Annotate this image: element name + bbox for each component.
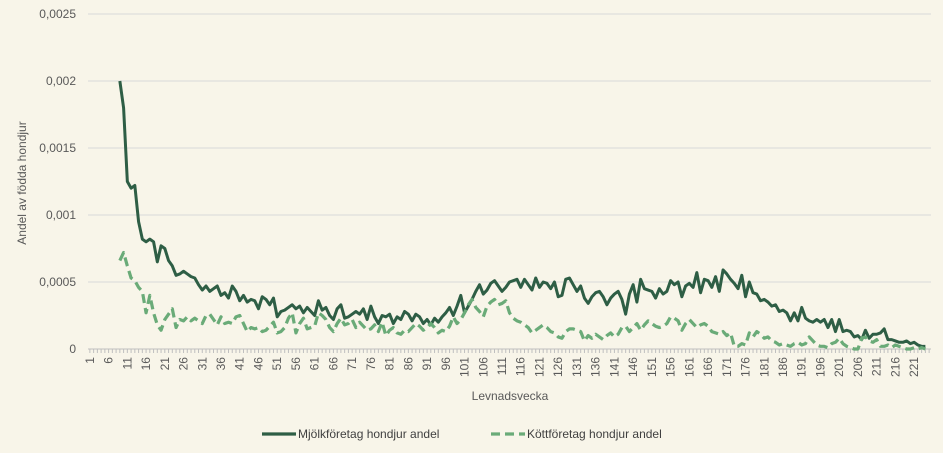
series-line-2 [118, 250, 926, 351]
y-tick-label: 0,0015 [39, 141, 76, 155]
x-tick-label: 171 [720, 357, 734, 377]
y-tick-label: 0,001 [46, 208, 76, 222]
x-tick-label: 126 [551, 357, 565, 377]
series-line-1 [118, 80, 926, 348]
x-tick-label: 111 [495, 357, 509, 376]
x-tick-label: 31 [195, 357, 209, 371]
y-tick-label: 0,0005 [39, 275, 76, 289]
x-tick-label: 201 [832, 357, 846, 377]
x-tick-label: 211 [870, 357, 884, 376]
legend: Mjölkföretag hondjur andel Köttföretag ho… [262, 427, 662, 441]
y-axis-title: Andel av födda hondjur [15, 121, 29, 244]
x-tick-label: 36 [214, 357, 228, 371]
x-tick-label: 91 [420, 357, 434, 371]
x-tick-label: 181 [757, 357, 771, 377]
x-tick-label: 61 [308, 357, 322, 371]
x-tick-label: 106 [476, 357, 490, 377]
x-tick-label: 66 [326, 357, 340, 371]
x-tick-label: 116 [514, 357, 528, 376]
x-tick-label: 86 [401, 357, 415, 371]
x-tick-label: 131 [570, 357, 584, 377]
x-tick-label: 166 [701, 357, 715, 377]
x-tick-label: 96 [439, 357, 453, 371]
x-tick-label: 161 [682, 357, 696, 377]
x-tick-label: 136 [589, 357, 603, 377]
x-tick-label: 6 [102, 357, 116, 364]
series-lines [118, 80, 926, 351]
x-tick-label: 46 [251, 357, 265, 371]
x-tick-label: 56 [289, 357, 303, 371]
x-tick-label: 76 [364, 357, 378, 371]
gridlines [88, 13, 931, 283]
x-tick-label: 16 [139, 357, 153, 371]
y-tick-label: 0,002 [46, 74, 76, 88]
legend-label-1: Mjölkföretag hondjur andel [298, 427, 439, 441]
legend-label-2: Köttföretag hondjur andel [527, 427, 662, 441]
x-tick-label: 176 [739, 357, 753, 377]
x-tick-label: 186 [776, 357, 790, 377]
x-tick-label: 26 [177, 357, 191, 371]
x-tick-label: 151 [645, 357, 659, 377]
x-tick-label: 11 [120, 357, 134, 370]
x-tick-label: 41 [233, 357, 247, 371]
y-tick-label: 0,0025 [39, 7, 76, 21]
x-tick-label: 1 [83, 357, 97, 364]
x-axis-title: Levnadsvecka [472, 389, 549, 403]
x-tick-label: 81 [383, 357, 397, 371]
x-tick-label: 121 [532, 357, 546, 377]
x-tick-label: 21 [158, 357, 172, 371]
x-tick-label: 191 [795, 357, 809, 377]
x-tick-label: 101 [458, 357, 472, 377]
y-tick-label: 0 [69, 342, 76, 356]
x-tick-label: 51 [270, 357, 284, 371]
x-tick-label: 206 [851, 357, 865, 377]
x-tick-label: 71 [345, 357, 359, 371]
x-tick-label: 216 [888, 357, 902, 377]
x-tick-label: 146 [626, 357, 640, 377]
x-axis: 1 6 11 16 21 26 31 36 41 46 51 56 61 66 71 76 81 86 91 96 10… [83, 348, 931, 377]
y-axis-ticks: 0 0,0005 0,001 0,0015 0,002 0,0025 [39, 7, 76, 356]
x-tick-label: 156 [664, 357, 678, 377]
x-tick-label: 141 [607, 357, 621, 377]
x-tick-label: 196 [813, 357, 827, 377]
x-tick-label: 221 [907, 357, 921, 377]
